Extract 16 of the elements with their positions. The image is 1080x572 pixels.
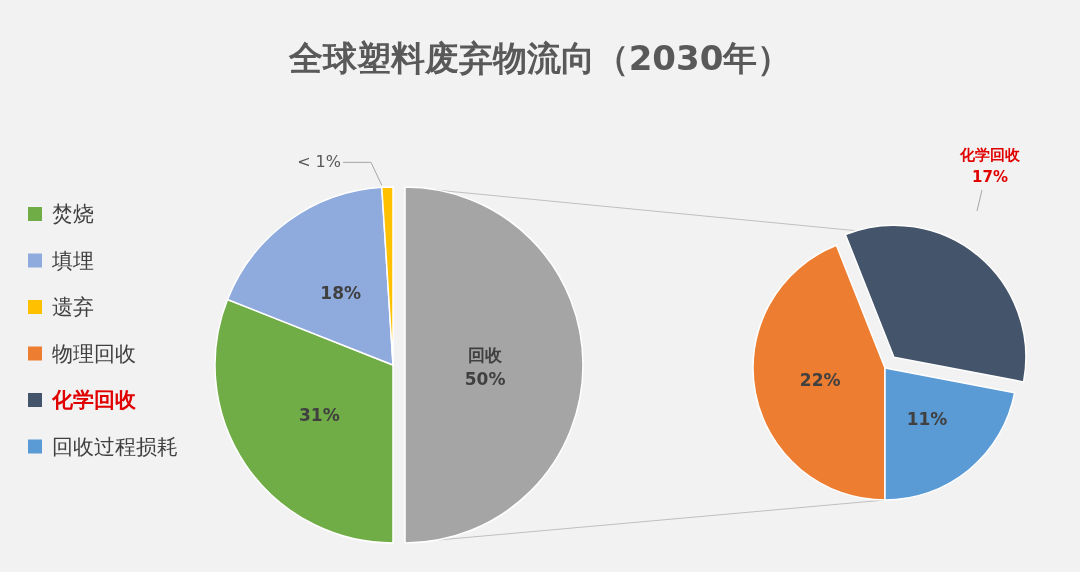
legend-label: 填埋 — [51, 248, 94, 273]
legend-label: 遗弃 — [52, 295, 94, 319]
legend-label: 物理回收 — [52, 341, 136, 366]
data-label: 18% — [320, 283, 362, 303]
legend-label: 回收过程损耗 — [52, 434, 178, 459]
data-label: < 1% — [297, 152, 341, 172]
legend-label: 焚烧 — [52, 202, 94, 226]
data-label: 22% — [799, 370, 841, 391]
data-label: 50% — [464, 369, 506, 389]
legend-label: 化学回收 — [51, 388, 137, 412]
chart-title: 全球塑料废弃物流向（2030年） — [287, 38, 792, 78]
slice-label: 回收 — [468, 345, 504, 365]
data-label: 17% — [972, 168, 1008, 186]
data-label: 31% — [299, 405, 340, 426]
data-label: 11% — [906, 408, 948, 429]
slice-label: 化学回收 — [959, 146, 1021, 164]
